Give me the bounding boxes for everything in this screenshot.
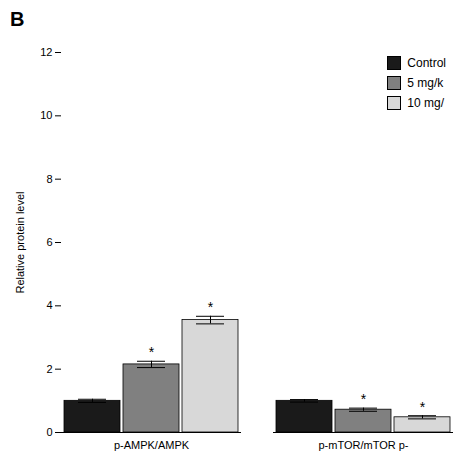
html-text:Control: Control [407,56,446,70]
svg-text:2: 2 [46,363,52,375]
svg-text:12: 12 [40,46,52,58]
svg-text:0: 0 [46,426,52,438]
svg-text:*: * [361,391,367,407]
svg-text:*: * [149,344,155,360]
svg-text:10: 10 [40,109,52,121]
html-text:B: B [10,8,25,30]
svg-text:8: 8 [46,173,52,185]
svg-text:6: 6 [46,236,52,248]
html-text:10 mg/: 10 mg/ [407,96,444,110]
svg-text:4: 4 [46,299,52,311]
svg-text:*: * [420,399,426,415]
svg-text:*: * [208,299,214,315]
html-text:5 mg/k: 5 mg/k [407,76,444,90]
svg-text:p-mTOR/mTOR p-: p-mTOR/mTOR p- [318,439,408,451]
svg-text:Relative protein level: Relative protein level [14,191,26,293]
svg-text:p-AMPK/AMPK: p-AMPK/AMPK [114,439,190,451]
